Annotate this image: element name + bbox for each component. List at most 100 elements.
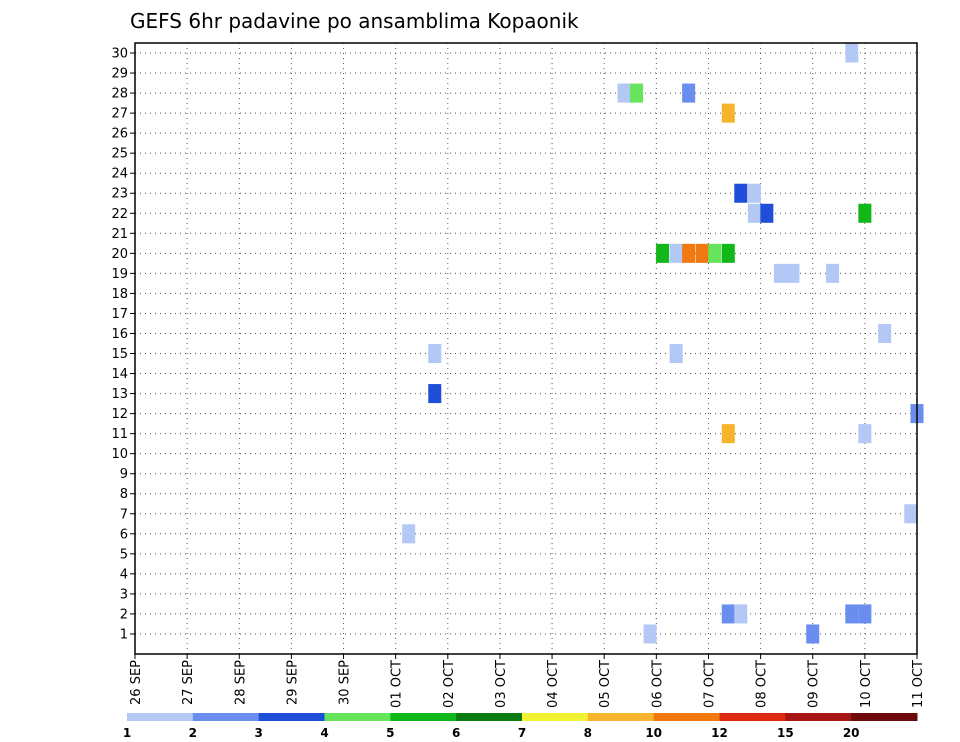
precip-cell	[669, 343, 683, 364]
x-tick-label: 28 SEP	[233, 660, 248, 705]
y-tick-label: 26	[111, 127, 128, 142]
precip-cell	[708, 243, 722, 263]
legend-swatch	[587, 713, 655, 721]
y-tick-label: 19	[111, 267, 128, 282]
y-tick-label: 21	[111, 227, 128, 242]
precip-cell	[826, 263, 840, 283]
legend-swatch	[719, 713, 786, 721]
x-tick-label: 10 OCT	[859, 660, 874, 708]
y-tick-label: 11	[111, 427, 128, 442]
y-tick-label: 7	[120, 507, 128, 522]
grid-lines	[134, 43, 918, 654]
legend-swatch	[522, 713, 589, 721]
x-tick-label: 08 OCT	[755, 660, 770, 708]
precip-cell	[786, 263, 800, 283]
y-axis-ticks: 1234567891011121314151617181920212223242…	[111, 47, 135, 642]
precip-cell	[734, 183, 748, 203]
legend-swatch	[390, 713, 457, 721]
legend-swatch	[258, 713, 325, 721]
plot-frame	[134, 42, 918, 655]
legend-label: 1	[123, 726, 131, 740]
x-tick-label: 02 OCT	[442, 660, 457, 708]
precip-cell	[904, 504, 918, 524]
precip-cell	[669, 243, 683, 263]
legend-label: 2	[189, 726, 197, 740]
y-tick-label: 2	[120, 607, 128, 622]
legend-swatch	[192, 713, 260, 721]
x-tick-label: 06 OCT	[650, 660, 665, 708]
precip-cell	[721, 604, 735, 624]
x-tick-label: 03 OCT	[494, 660, 509, 708]
x-tick-label: 27 SEP	[181, 660, 196, 705]
x-tick-label: 11 OCT	[911, 660, 926, 708]
y-tick-label: 15	[111, 347, 128, 362]
legend-label: 15	[777, 726, 794, 740]
precip-cell	[773, 263, 787, 283]
x-tick-label: 05 OCT	[598, 660, 613, 708]
legend-swatch	[127, 713, 194, 721]
y-tick-label: 25	[111, 147, 128, 162]
legend-label: 20	[843, 726, 860, 740]
x-tick-label: 01 OCT	[390, 660, 405, 708]
legend-swatch	[456, 713, 523, 721]
precip-cell	[845, 43, 859, 63]
y-tick-label: 16	[111, 327, 128, 342]
y-tick-label: 3	[120, 587, 128, 602]
y-tick-label: 4	[120, 567, 128, 582]
precip-cell	[858, 424, 872, 444]
precip-cell	[734, 604, 748, 624]
precip-cell	[760, 203, 774, 223]
precip-cell	[656, 243, 670, 263]
y-tick-label: 24	[111, 167, 128, 182]
precip-cell	[682, 83, 696, 103]
x-tick-label: 09 OCT	[807, 660, 822, 708]
color-legend: 1 2 3 4 5 6 7 8 10 12 15 20	[123, 713, 918, 740]
legend-label: 3	[254, 726, 262, 740]
x-tick-label: 30 SEP	[338, 660, 353, 705]
y-tick-label: 27	[111, 107, 128, 122]
legend-label: 10	[645, 726, 662, 740]
precip-cell	[428, 384, 442, 404]
x-tick-label: 26 SEP	[129, 660, 144, 705]
precip-cell	[428, 343, 442, 364]
y-tick-label: 17	[111, 307, 128, 322]
precip-cell	[721, 243, 735, 263]
y-tick-label: 8	[120, 487, 128, 502]
legend-label: 6	[452, 726, 460, 740]
precip-cell	[747, 203, 761, 223]
x-tick-label: 07 OCT	[702, 660, 717, 708]
y-tick-label: 13	[111, 387, 128, 402]
legend-swatch	[851, 713, 918, 721]
y-tick-label: 9	[120, 467, 128, 482]
chart-title: GEFS 6hr padavine po ansamblima Kopaonik	[130, 9, 579, 33]
legend-label: 12	[711, 726, 728, 740]
legend-label: 5	[386, 726, 394, 740]
legend-label: 4	[320, 726, 328, 740]
precip-cell	[845, 604, 859, 624]
y-tick-label: 1	[120, 627, 128, 642]
legend-label: 7	[518, 726, 526, 740]
y-tick-label: 18	[111, 287, 128, 302]
precip-cell	[643, 624, 657, 644]
precip-cell	[617, 83, 631, 103]
x-axis-ticks: 26 SEP 27 SEP 28 SEP 29 SEP 30 SEP 01 OCT 02 O…	[129, 654, 926, 708]
precip-cell	[858, 203, 872, 223]
precip-cell	[806, 624, 820, 644]
y-tick-label: 6	[120, 527, 128, 542]
precip-cell	[402, 524, 416, 544]
x-tick-label: 04 OCT	[546, 660, 561, 708]
y-tick-label: 12	[111, 407, 128, 422]
precip-cell	[695, 243, 709, 263]
precip-cell	[682, 243, 696, 263]
precip-cell	[747, 183, 761, 203]
legend-label: 8	[584, 726, 592, 740]
precip-cell	[721, 424, 735, 444]
legend-swatch	[785, 713, 852, 721]
y-tick-label: 30	[111, 47, 128, 62]
y-tick-label: 22	[111, 207, 128, 222]
legend-swatch	[653, 713, 720, 721]
y-tick-label: 10	[111, 447, 128, 462]
precip-cell	[630, 83, 644, 103]
precip-cell	[858, 604, 872, 624]
